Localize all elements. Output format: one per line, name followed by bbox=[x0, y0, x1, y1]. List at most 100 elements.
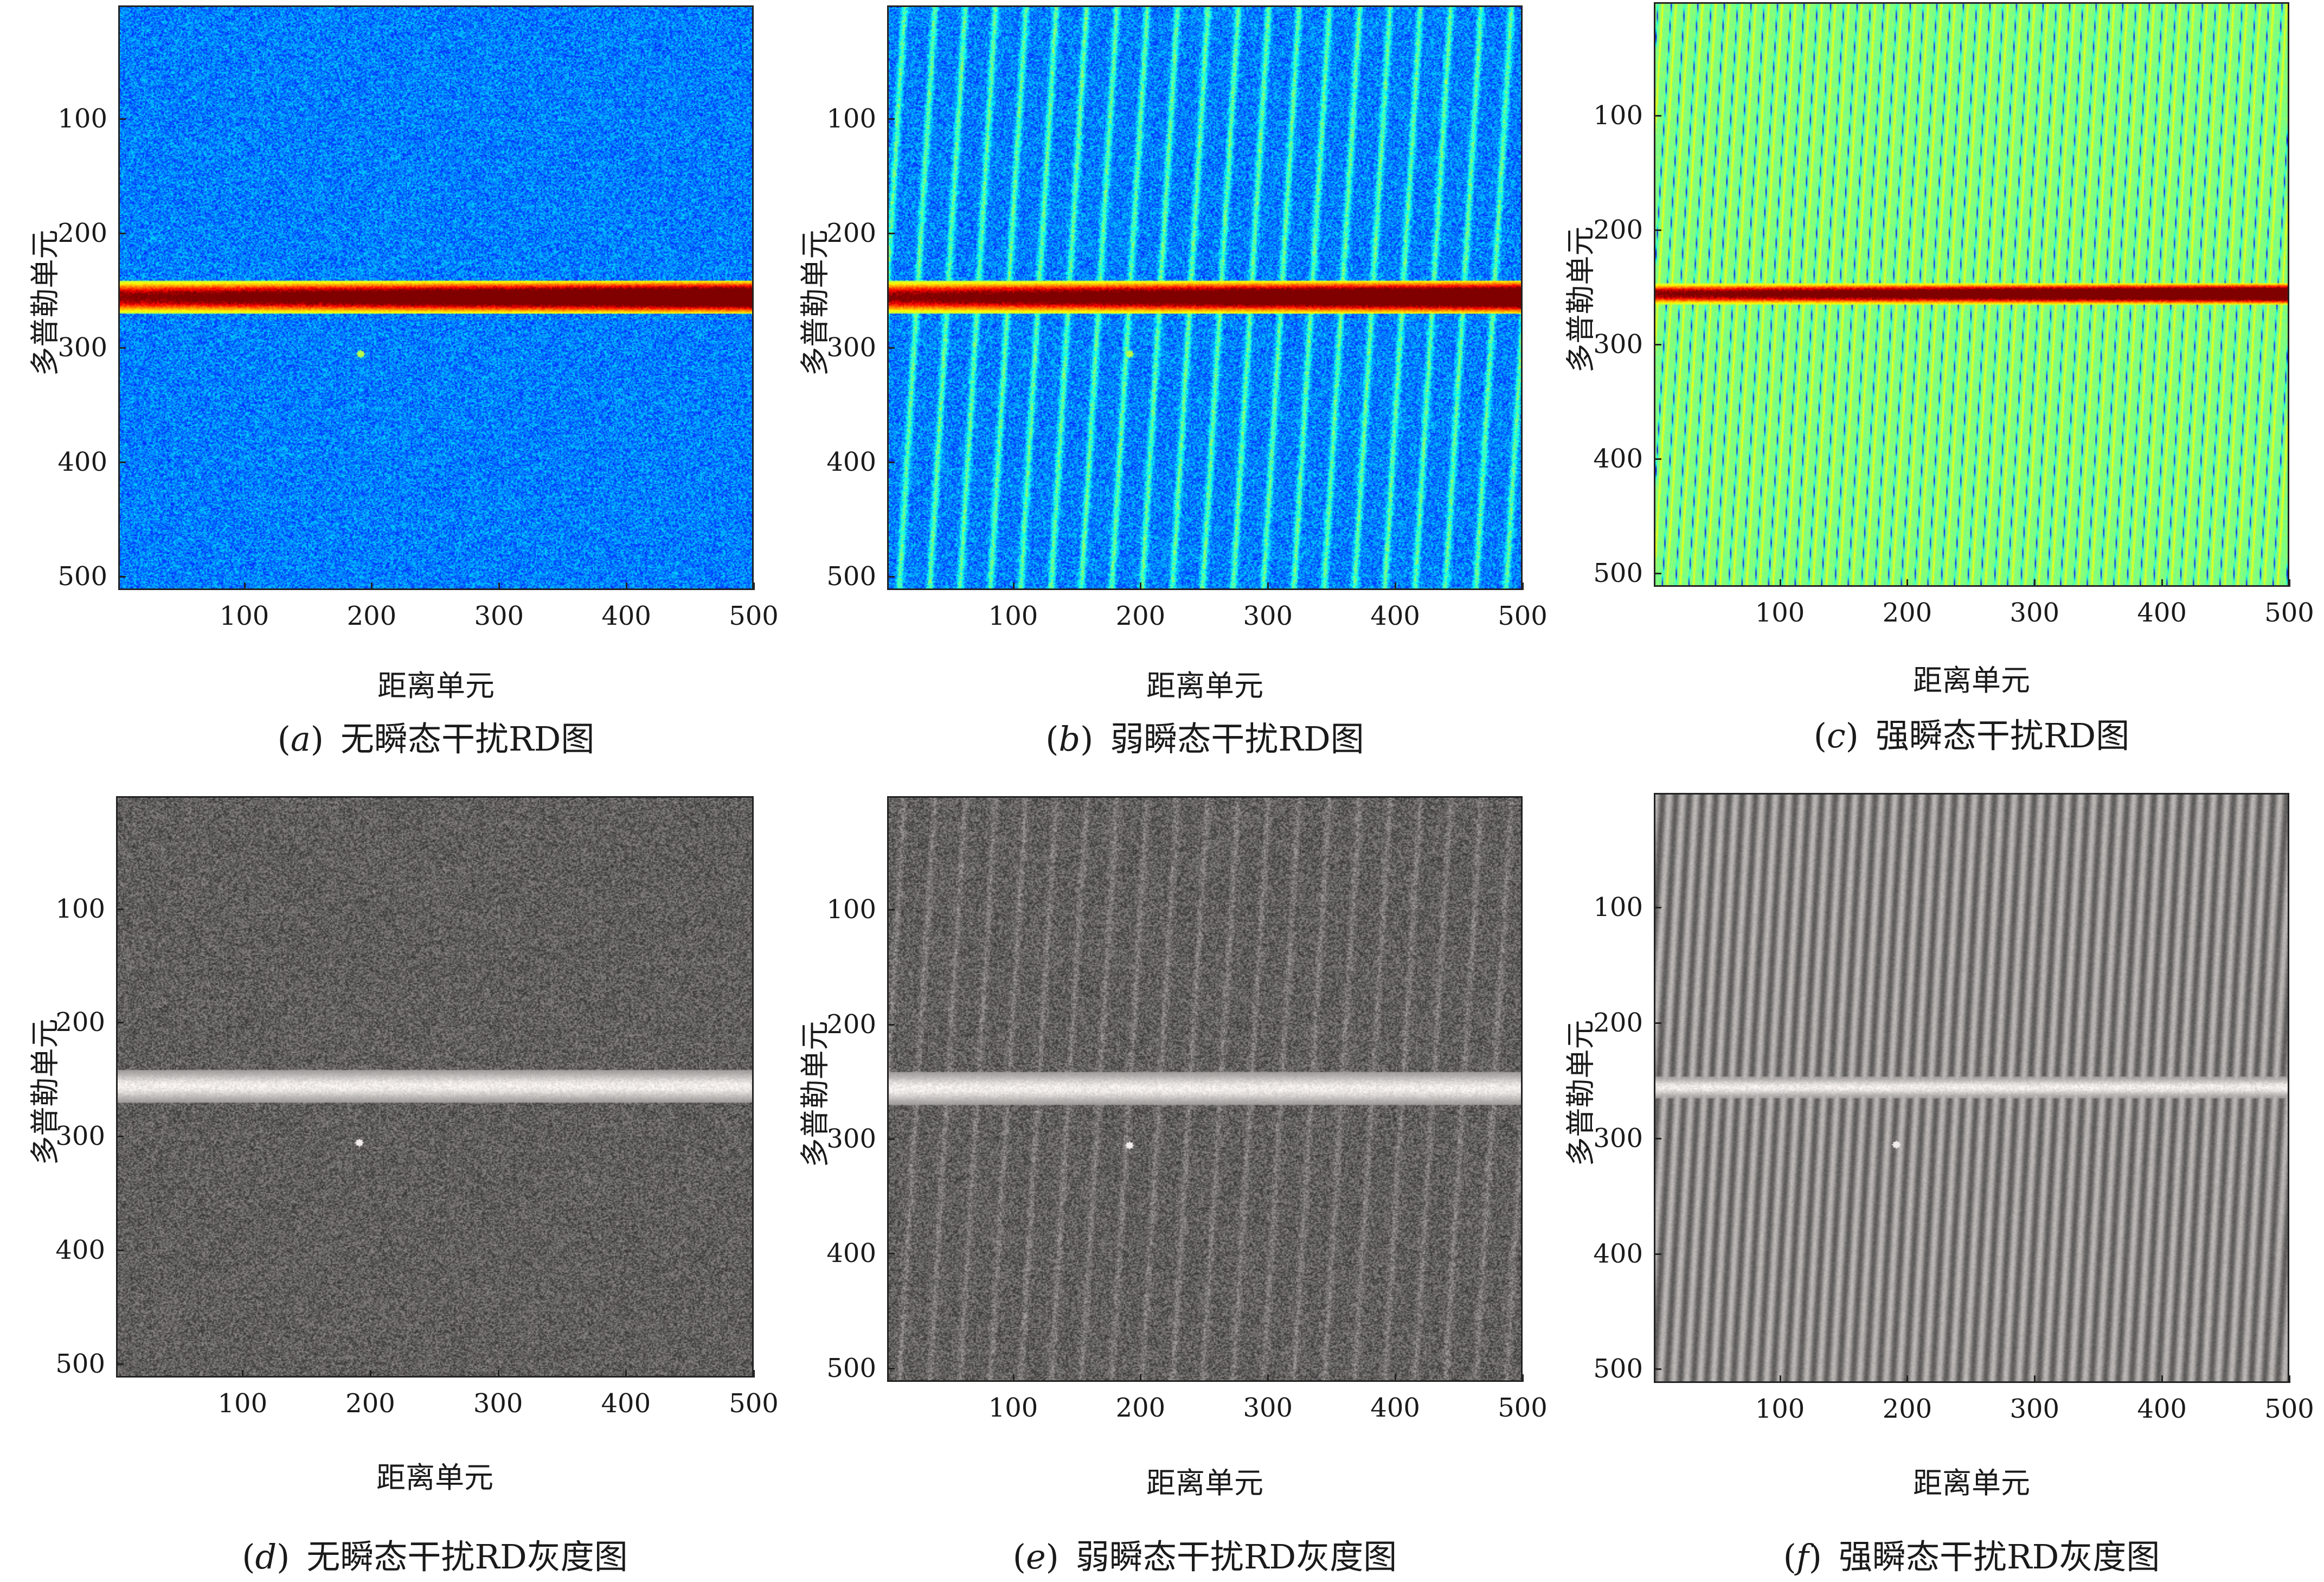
heatmap-canvas-c bbox=[1655, 4, 2288, 585]
rd-heatmap-a bbox=[118, 5, 754, 590]
caption-f: (f) 强瞬态干扰RD灰度图 bbox=[1728, 1529, 2216, 1578]
y-axis-label: 多普勒单元 bbox=[28, 229, 62, 376]
x-axis-label: 距离单元 bbox=[1146, 1466, 1263, 1500]
y-tick-mark bbox=[116, 1250, 124, 1252]
rd-heatmap-c bbox=[1654, 2, 2289, 587]
y-tick-label: 100 bbox=[1593, 892, 1643, 923]
y-tick-mark bbox=[118, 118, 126, 120]
x-tick-mark bbox=[2161, 579, 2163, 587]
x-tick-mark bbox=[497, 1370, 499, 1378]
caption-paren-open: ( bbox=[1813, 716, 1827, 755]
caption-paren-open: ( bbox=[1783, 1537, 1796, 1577]
x-tick-label: 100 bbox=[1755, 1394, 1805, 1424]
x-tick-label: 200 bbox=[1882, 598, 1933, 628]
x-tick-label: 500 bbox=[1498, 1393, 1548, 1423]
x-tick-mark bbox=[753, 582, 755, 590]
x-tick-label: 300 bbox=[1243, 601, 1293, 631]
caption-paren-open: ( bbox=[242, 1537, 255, 1577]
y-tick-mark bbox=[1654, 458, 1661, 460]
caption-paren-open: ( bbox=[1012, 1537, 1026, 1577]
y-tick-label: 500 bbox=[826, 561, 876, 592]
rd-heatmap-f bbox=[1654, 793, 2289, 1383]
x-tick-mark bbox=[2034, 1375, 2036, 1383]
x-tick-label: 200 bbox=[1115, 1393, 1166, 1423]
y-axis-label: 多普勒单元 bbox=[798, 1021, 832, 1168]
y-tick-label: 300 bbox=[1593, 329, 1643, 360]
y-tick-mark bbox=[118, 347, 126, 349]
y-tick-mark bbox=[116, 908, 124, 910]
y-tick-label: 200 bbox=[55, 1007, 105, 1038]
caption-e: (e) 弱瞬态干扰RD灰度图 bbox=[961, 1529, 1449, 1578]
x-tick-label: 500 bbox=[729, 1388, 779, 1419]
y-tick-mark bbox=[118, 232, 126, 234]
x-tick-label: 100 bbox=[988, 601, 1038, 631]
y-tick-label: 100 bbox=[826, 103, 876, 134]
x-tick-mark bbox=[1906, 579, 1909, 587]
x-tick-mark bbox=[1779, 1375, 1781, 1383]
caption-b: (b) 弱瞬态干扰RD图 bbox=[961, 712, 1449, 760]
caption-paren-close: ) bbox=[277, 1537, 307, 1577]
x-tick-label: 200 bbox=[1115, 601, 1166, 631]
y-tick-label: 400 bbox=[1593, 443, 1643, 474]
y-tick-mark bbox=[1654, 572, 1661, 574]
caption-a: (a) 无瞬态干扰RD图 bbox=[192, 712, 680, 760]
caption-letter: e bbox=[1025, 1537, 1046, 1577]
x-tick-mark bbox=[1267, 1374, 1269, 1382]
y-tick-label: 500 bbox=[826, 1353, 876, 1384]
x-tick-mark bbox=[625, 1370, 627, 1378]
x-tick-label: 100 bbox=[217, 1388, 268, 1419]
heatmap-canvas-b bbox=[889, 7, 1521, 588]
x-tick-label: 400 bbox=[1370, 601, 1420, 631]
x-tick-label: 300 bbox=[2010, 1394, 2060, 1424]
y-tick-mark bbox=[887, 232, 895, 234]
y-tick-label: 300 bbox=[826, 332, 876, 363]
caption-d: (d) 无瞬态干扰RD灰度图 bbox=[191, 1529, 679, 1578]
caption-paren-close: ) bbox=[1045, 1537, 1076, 1577]
y-tick-label: 100 bbox=[55, 893, 105, 924]
y-tick-mark bbox=[887, 118, 895, 120]
caption-paren-close: ) bbox=[1845, 716, 1876, 755]
y-axis-label: 多普勒单元 bbox=[1563, 226, 1598, 373]
y-tick-label: 500 bbox=[55, 1348, 105, 1379]
heatmap-canvas-f bbox=[1655, 795, 2288, 1381]
x-tick-mark bbox=[2289, 1375, 2290, 1383]
x-tick-mark bbox=[1012, 1374, 1015, 1382]
caption-letter: a bbox=[290, 719, 311, 759]
x-tick-mark bbox=[1906, 1375, 1909, 1383]
x-tick-mark bbox=[2289, 579, 2290, 587]
y-tick-mark bbox=[887, 461, 895, 463]
caption-text: 强瞬态干扰RD灰度图 bbox=[1838, 1537, 2160, 1577]
y-axis-label: 多普勒单元 bbox=[798, 229, 832, 376]
y-tick-label: 300 bbox=[1593, 1123, 1643, 1154]
y-tick-label: 400 bbox=[826, 1238, 876, 1269]
caption-letter: b bbox=[1058, 719, 1081, 759]
y-tick-mark bbox=[887, 1023, 895, 1026]
y-tick-mark bbox=[1654, 229, 1661, 231]
x-tick-mark bbox=[1012, 582, 1015, 590]
y-tick-mark bbox=[1654, 1253, 1661, 1255]
caption-paren-open: ( bbox=[1045, 719, 1059, 759]
x-tick-mark bbox=[626, 582, 628, 590]
y-tick-mark bbox=[1654, 906, 1661, 908]
y-tick-mark bbox=[1654, 343, 1661, 345]
x-tick-label: 200 bbox=[346, 601, 397, 631]
rd-heatmap-e bbox=[887, 796, 1523, 1382]
x-tick-mark bbox=[1140, 582, 1142, 590]
heatmap-canvas-e bbox=[889, 798, 1521, 1380]
y-tick-mark bbox=[1654, 1137, 1661, 1139]
y-tick-mark bbox=[116, 1136, 124, 1138]
x-tick-label: 400 bbox=[1370, 1393, 1420, 1423]
x-tick-mark bbox=[1140, 1374, 1142, 1382]
caption-text: 弱瞬态干扰RD图 bbox=[1110, 719, 1364, 759]
caption-letter: f bbox=[1796, 1537, 1809, 1577]
x-tick-label: 500 bbox=[2264, 598, 2314, 628]
x-tick-mark bbox=[2161, 1375, 2163, 1383]
y-tick-mark bbox=[887, 1253, 895, 1255]
y-tick-mark bbox=[887, 575, 895, 578]
heatmap-canvas-a bbox=[120, 7, 752, 588]
x-tick-label: 200 bbox=[345, 1388, 395, 1419]
x-tick-label: 500 bbox=[729, 601, 779, 631]
y-tick-mark bbox=[116, 1363, 124, 1365]
y-tick-label: 100 bbox=[826, 894, 876, 925]
x-tick-label: 400 bbox=[2137, 1394, 2187, 1424]
